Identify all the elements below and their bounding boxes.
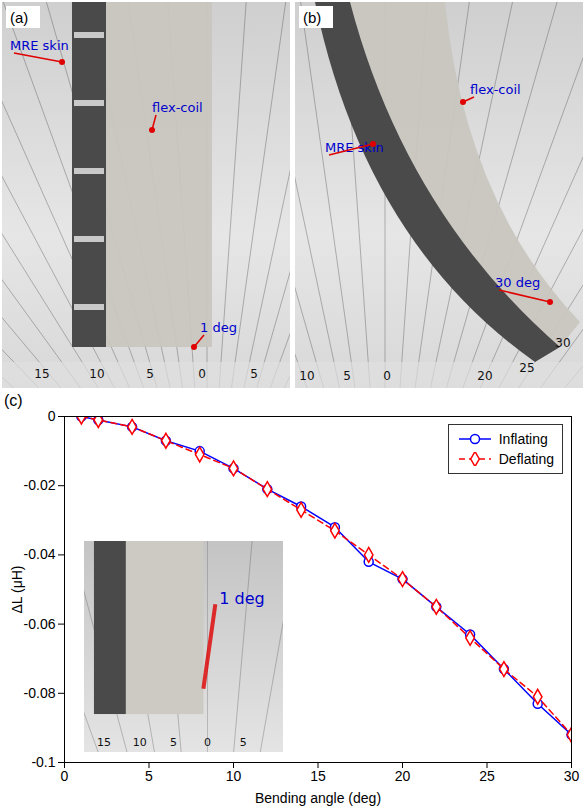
- svg-text:flex-coil: flex-coil: [152, 100, 203, 115]
- svg-text:0: 0: [198, 367, 206, 381]
- svg-text:5: 5: [343, 369, 351, 383]
- svg-text:0: 0: [61, 768, 69, 784]
- svg-text:5: 5: [240, 736, 247, 749]
- svg-text:10: 10: [299, 369, 314, 383]
- svg-text:5: 5: [146, 367, 154, 381]
- svg-text:15: 15: [34, 367, 49, 381]
- svg-text:(b): (b): [303, 9, 321, 26]
- svg-text:30: 30: [564, 768, 580, 784]
- svg-text:flex-coil: flex-coil: [470, 82, 521, 97]
- svg-text:10: 10: [133, 736, 147, 749]
- svg-text:-0.04: -0.04: [24, 546, 56, 562]
- svg-text:-0.08: -0.08: [24, 685, 56, 701]
- svg-text:15: 15: [310, 768, 326, 784]
- svg-text:5: 5: [145, 768, 153, 784]
- svg-text:20: 20: [395, 768, 411, 784]
- svg-text:15: 15: [97, 736, 111, 749]
- svg-text:MRE skin: MRE skin: [325, 140, 384, 155]
- svg-text:(a): (a): [10, 9, 28, 26]
- svg-text:20: 20: [477, 369, 492, 383]
- svg-text:MRE skin: MRE skin: [10, 38, 69, 53]
- svg-text:-0.1: -0.1: [31, 754, 55, 770]
- svg-text:-0.02: -0.02: [24, 477, 56, 493]
- svg-text:30: 30: [555, 336, 570, 350]
- svg-text:10: 10: [89, 367, 104, 381]
- svg-text:5: 5: [170, 736, 177, 749]
- html-text:(c): (c): [4, 392, 23, 409]
- html-text:Deflating: Deflating: [498, 451, 554, 467]
- svg-text:Bending angle (deg): Bending angle (deg): [255, 790, 381, 806]
- svg-text:0: 0: [204, 736, 211, 749]
- svg-text:-0.06: -0.06: [24, 616, 56, 632]
- svg-text:30 deg: 30 deg: [495, 275, 540, 290]
- svg-text:1 deg: 1 deg: [220, 589, 265, 608]
- html-text:Inflating: Inflating: [498, 431, 548, 447]
- svg-text:25: 25: [519, 361, 534, 375]
- svg-text:10: 10: [226, 768, 242, 784]
- svg-text:1 deg: 1 deg: [200, 320, 237, 335]
- svg-text:ΔL (μH): ΔL (μH): [9, 565, 25, 613]
- svg-text:0: 0: [383, 369, 391, 383]
- svg-text:0: 0: [48, 408, 56, 424]
- svg-text:5: 5: [250, 367, 258, 381]
- svg-text:25: 25: [479, 768, 495, 784]
